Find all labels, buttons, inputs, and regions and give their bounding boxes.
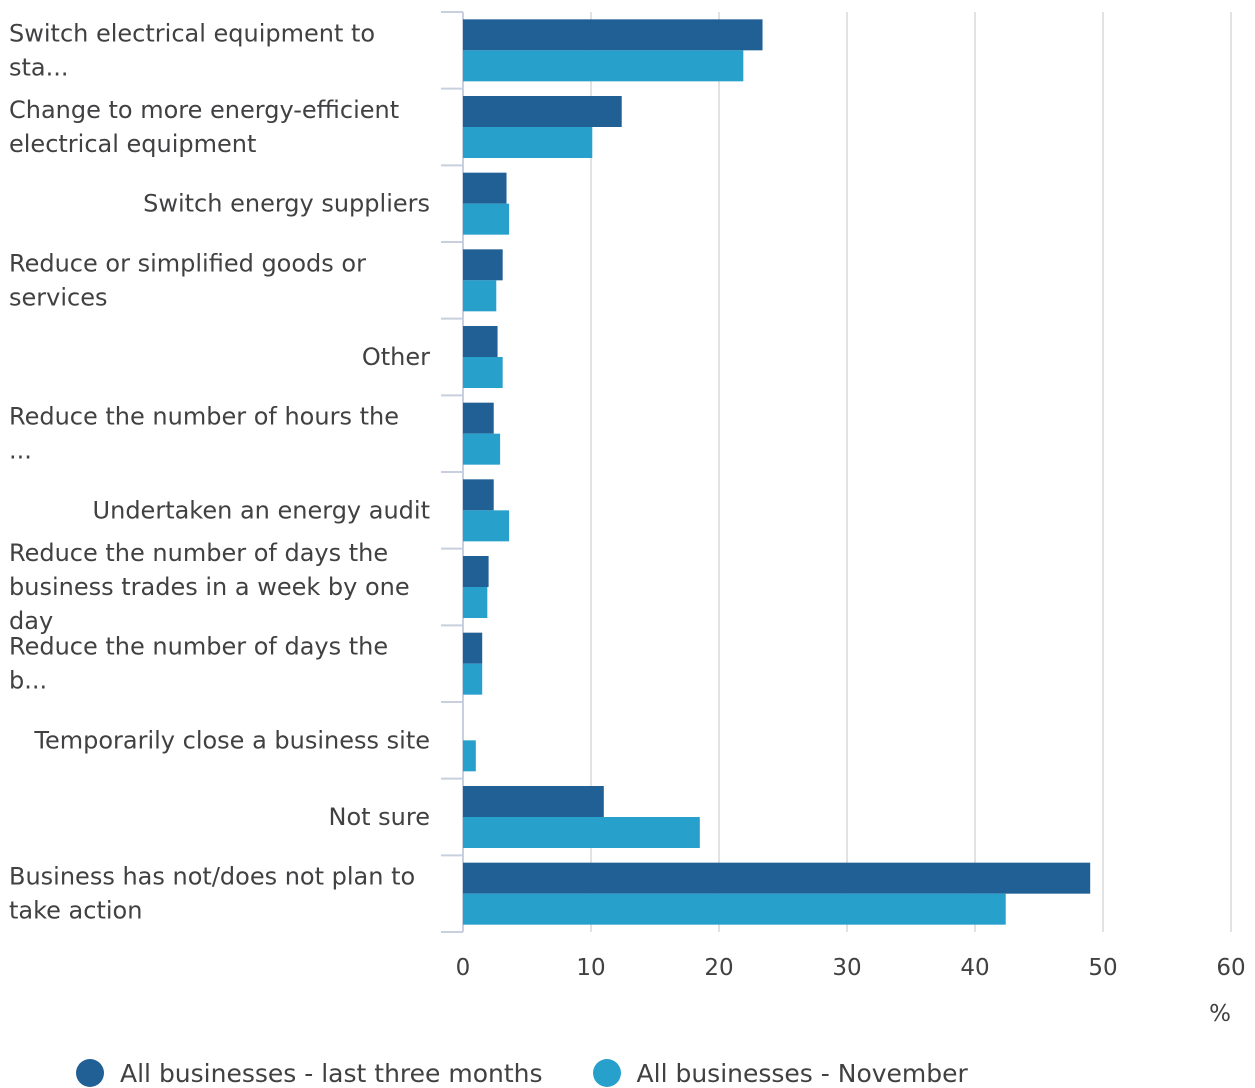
category-label-9: Reduce the number of days the b... <box>9 633 388 695</box>
category-label-11: Not sure <box>329 803 431 831</box>
legend-label-last-three-months: All businesses - last three months <box>120 1058 543 1088</box>
bar-switch-energy-suppliers-series-2[interactable] <box>463 203 510 235</box>
x-tick-label-10: 10 <box>576 955 605 981</box>
x-tick-label-30: 30 <box>832 955 861 981</box>
x-tick-label-20: 20 <box>704 955 733 981</box>
bar-reduce-the-number-of-days-the-business-t-series-2[interactable] <box>463 587 488 618</box>
category-labels: Switch electrical equipment to sta... Chan… <box>9 19 430 924</box>
bar-reduce-or-simplified-goods-or-services-series-2[interactable] <box>463 280 497 312</box>
category-label-2: Change to more energy-efficient electrica… <box>9 96 399 158</box>
category-label-3: Switch energy suppliers <box>143 190 430 218</box>
legend-swatch-last-three-months <box>76 1059 104 1087</box>
grid-lines <box>590 12 1232 932</box>
bar-business-has-not-does-not-plan-to-take-a-series-2[interactable] <box>463 893 1006 925</box>
x-tick-label-60: 60 <box>1216 955 1245 981</box>
bar-other-series-2[interactable] <box>463 357 503 388</box>
legend: All businesses - last three months All b… <box>76 1058 1018 1088</box>
bar-switch-electrical-equipment-to-sta-series-2[interactable] <box>463 50 744 82</box>
category-axis <box>441 11 464 933</box>
bar-business-has-not-does-not-plan-to-take-a-series-1[interactable] <box>463 862 1091 894</box>
x-tick-label-50: 50 <box>1088 955 1117 981</box>
bar-reduce-the-number-of-hours-the-series-2[interactable] <box>463 433 501 465</box>
category-label-12: Business has not/does not plan to take ac… <box>9 863 415 925</box>
bar-change-to-more-energy-efficient-electric-series-2[interactable] <box>463 127 593 158</box>
bar-not-sure-series-2[interactable] <box>463 817 700 848</box>
category-label-6: Reduce the number of hours the... <box>9 403 399 465</box>
category-label-10: Temporarily close a business site <box>33 726 430 754</box>
x-tick-labels: 0 10 20 30 40 50 60 <box>456 955 1246 981</box>
bar-reduce-the-number-of-days-the-b-series-1[interactable] <box>463 632 483 664</box>
bar-not-sure-series-1[interactable] <box>463 786 604 817</box>
category-label-4: Reduce or simplified goods or services <box>9 249 366 311</box>
bar-reduce-or-simplified-goods-or-services-series-1[interactable] <box>463 249 503 281</box>
bar-switch-electrical-equipment-to-sta-series-1[interactable] <box>463 19 763 51</box>
bar-undertaken-an-energy-audit-series-2[interactable] <box>463 510 510 542</box>
category-label-7: Undertaken an energy audit <box>93 496 430 524</box>
bar-reduce-the-number-of-days-the-b-series-2[interactable] <box>463 663 483 695</box>
x-tick-label-40: 40 <box>960 955 989 981</box>
bar-reduce-the-number-of-hours-the-series-1[interactable] <box>463 402 494 434</box>
legend-item-november[interactable]: All businesses - November <box>592 1058 968 1088</box>
bar-undertaken-an-energy-audit-series-1[interactable] <box>463 479 494 511</box>
category-label-5: Other <box>362 343 430 371</box>
legend-item-last-three-months[interactable]: All businesses - last three months <box>76 1059 543 1088</box>
legend-swatch-november <box>592 1059 621 1087</box>
bars <box>463 19 1091 925</box>
bar-reduce-the-number-of-days-the-business-t-series-1[interactable] <box>463 556 489 587</box>
category-label-8: Reduce the number of days the business tr… <box>9 539 410 635</box>
bar-temporarily-close-a-business-site-series-2[interactable] <box>463 740 476 772</box>
bar-switch-energy-suppliers-series-1[interactable] <box>463 172 507 204</box>
x-axis-label: % <box>1209 1001 1231 1027</box>
bar-change-to-more-energy-efficient-electric-series-1[interactable] <box>463 96 622 127</box>
x-tick-label-0: 0 <box>456 955 471 981</box>
category-label-1: Switch electrical equipment to sta... <box>9 19 375 81</box>
bar-other-series-1[interactable] <box>463 326 498 357</box>
legend-label-november: All businesses - November <box>636 1058 968 1088</box>
